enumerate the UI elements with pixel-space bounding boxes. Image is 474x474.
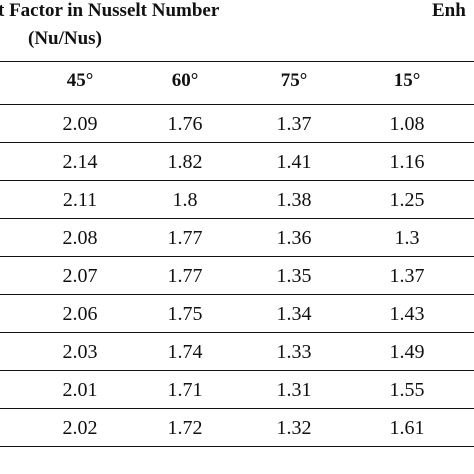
table-cell: 1.37: [389, 265, 425, 287]
table-cell: 2.09: [62, 113, 98, 135]
table-header-title: t Factor in Nusselt Number: [0, 0, 220, 21]
table-cell: 1.77: [167, 265, 203, 287]
angle-header-15: 15°: [393, 70, 421, 91]
table-cell: 1.31: [276, 379, 312, 401]
table-cell: 1.61: [389, 417, 425, 439]
table-cell: 1.8: [172, 189, 198, 211]
table-cell: 1.77: [167, 227, 203, 249]
table-cell: 1.74: [167, 341, 203, 363]
table-cell: 1.36: [276, 227, 312, 249]
table-row: 2.01 1.71 1.31 1.55: [0, 371, 474, 409]
table-cell: 1.72: [167, 417, 203, 439]
table-cell: 1.82: [167, 151, 203, 173]
table-cell: 2.11: [62, 189, 98, 211]
angle-header-75: 75°: [280, 70, 308, 91]
angle-header-60: 60°: [171, 70, 199, 91]
table-cell: 1.32: [276, 417, 312, 439]
table-row: 2.09 1.76 1.37 1.08: [0, 105, 474, 143]
table-cell: 1.34: [276, 303, 312, 325]
table-row: 2.11 1.8 1.38 1.25: [0, 181, 474, 219]
table-cell: 2.01: [62, 379, 98, 401]
table-cell: 2.14: [62, 151, 98, 173]
table-cell: 1.38: [276, 189, 312, 211]
table-cell: 1.71: [167, 379, 203, 401]
table-cell: 2.06: [62, 303, 98, 325]
table-cell: 1.41: [276, 151, 312, 173]
table-header-subtitle: (Nu/Nus): [28, 28, 102, 49]
table-cell: 1.43: [389, 303, 425, 325]
table-cell: 1.33: [276, 341, 312, 363]
table-header-right-partial: Enh: [432, 0, 466, 21]
table-cell: 1.35: [276, 265, 312, 287]
header-bottom-rule: [0, 104, 474, 105]
table-row: 2.07 1.77 1.35 1.37: [0, 257, 474, 295]
table-row: 2.14 1.82 1.41 1.16: [0, 143, 474, 181]
table-cell: 1.49: [389, 341, 425, 363]
table-cell: 2.08: [62, 227, 98, 249]
header-top-rule: [0, 61, 474, 62]
table-cell: 1.3: [394, 227, 420, 249]
table-cell: 1.16: [389, 151, 425, 173]
table-cell: 1.55: [389, 379, 425, 401]
table-cell: 1.75: [167, 303, 203, 325]
table-cell: 2.03: [62, 341, 98, 363]
table-row: 2.02 1.72 1.32 1.61: [0, 409, 474, 447]
table-cell: 1.76: [167, 113, 203, 135]
table-row: 2.08 1.77 1.36 1.3: [0, 219, 474, 257]
table-cell: 2.02: [62, 417, 98, 439]
angle-header-45: 45°: [66, 70, 94, 91]
table-cell: 1.37: [276, 113, 312, 135]
table-cell: 1.08: [389, 113, 425, 135]
table-row: 2.03 1.74 1.33 1.49: [0, 333, 474, 371]
table-cell: 1.25: [389, 189, 425, 211]
table-row: 2.06 1.75 1.34 1.43: [0, 295, 474, 333]
table-cell: 2.07: [62, 265, 98, 287]
